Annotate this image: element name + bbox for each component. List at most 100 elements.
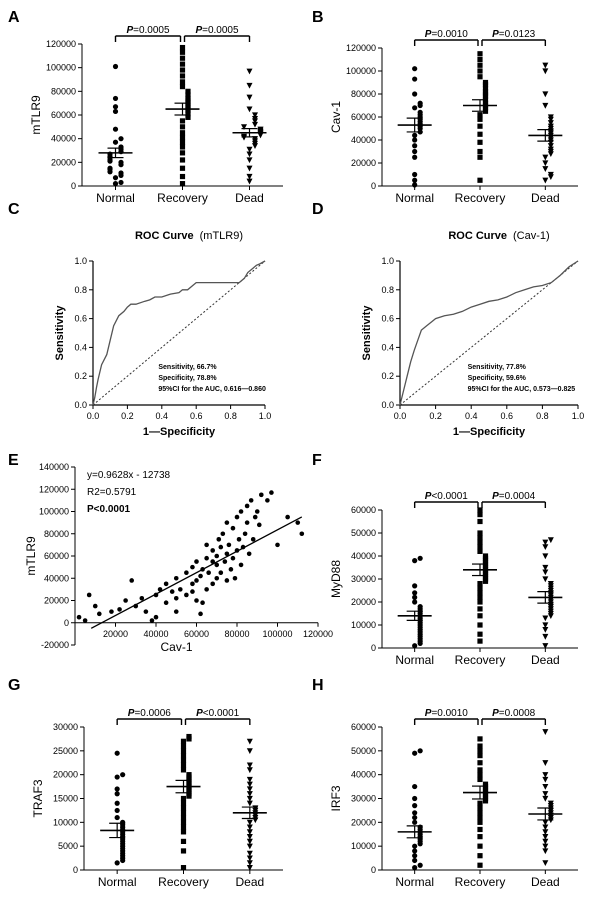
data-point <box>477 826 483 833</box>
data-point <box>178 587 183 592</box>
panel-label-a: A <box>8 9 20 26</box>
data-point <box>246 819 253 826</box>
data-point <box>542 68 549 75</box>
data-point <box>112 104 119 110</box>
data-point <box>542 824 549 831</box>
data-point <box>547 123 554 130</box>
data-point <box>179 44 186 51</box>
p-symbol: P <box>195 25 202 36</box>
data-point <box>112 175 119 181</box>
data-point <box>242 531 248 537</box>
data-point <box>112 139 119 145</box>
y-tick-label: 20000 <box>44 596 69 606</box>
data-point <box>477 51 483 57</box>
data-point <box>173 595 179 601</box>
data-point <box>477 139 483 145</box>
data-point <box>412 76 418 82</box>
data-point <box>82 618 88 623</box>
data-point <box>477 585 483 591</box>
data-point <box>477 507 483 513</box>
data-point <box>265 498 270 503</box>
panel-label-b: B <box>312 9 324 26</box>
data-point <box>412 750 418 756</box>
data-point <box>246 786 253 793</box>
data-point <box>180 762 187 768</box>
data-point <box>254 509 260 514</box>
y-tick-label: 0 <box>73 865 78 875</box>
data-point <box>204 555 209 561</box>
data-point <box>244 520 250 525</box>
data-point <box>477 834 483 840</box>
data-point <box>477 736 483 742</box>
data-point <box>120 819 126 825</box>
data-point <box>477 512 483 518</box>
data-point <box>118 179 124 186</box>
category-label: Recovery <box>455 875 506 889</box>
x-tick-label: 0.2 <box>121 411 134 421</box>
y-tick-label: 0.2 <box>381 371 394 381</box>
y-tick-label: 0.0 <box>381 400 394 410</box>
data-point <box>412 857 418 864</box>
data-point <box>477 862 483 868</box>
dotplot-g: 0 5000 10000 15000 20000 25000 30000 Normal Reco… <box>31 708 283 889</box>
data-point <box>194 559 199 564</box>
y-tick-label: 40000 <box>351 770 376 780</box>
data-point <box>547 581 554 587</box>
p-symbol: P <box>128 708 135 719</box>
x-axis-label: 1—Specificity <box>143 426 216 438</box>
data-point <box>180 753 187 759</box>
data-point <box>252 115 258 122</box>
panel-label-e: E <box>8 452 19 469</box>
data-point <box>542 795 549 802</box>
data-point <box>542 834 549 840</box>
y-tick-label: 0 <box>64 618 69 628</box>
x-tick-label: 0.0 <box>87 411 100 421</box>
y-tick-label: 30000 <box>351 574 376 584</box>
roc-c: ROC Curve (mTLR9) 0.0 0.2 0.4 0.6 0.8 1.0 0.0 0.2… <box>54 230 271 438</box>
data-point <box>477 753 483 759</box>
y-tick-label: 30000 <box>351 794 376 804</box>
data-point <box>477 62 483 68</box>
y-tick-label: 1.0 <box>74 256 87 266</box>
p-value-label: P=0.0006 <box>128 708 172 719</box>
data-point <box>246 767 253 774</box>
data-point <box>153 592 159 598</box>
data-point <box>295 520 301 525</box>
x-tick-label: 0.6 <box>190 411 203 421</box>
category-label: Recovery <box>157 191 208 205</box>
data-point <box>214 575 220 581</box>
data-point <box>179 173 186 180</box>
data-point <box>246 865 253 871</box>
data-point <box>250 537 256 542</box>
data-point <box>477 530 483 536</box>
data-point <box>114 791 120 797</box>
scatter-e: -20000 0 20000 40000 60000 80000 100000 120000 1… <box>24 462 333 654</box>
data-point <box>542 569 549 576</box>
category-label: Normal <box>395 653 434 667</box>
data-point <box>246 173 253 180</box>
y-tick-label: 60000 <box>44 551 69 561</box>
y-tick-label: 20000 <box>351 817 376 827</box>
data-point <box>547 171 554 178</box>
data-point <box>417 100 423 106</box>
dotplot-b: 0 20000 40000 60000 80000 100000 120000 Normal R… <box>329 29 578 205</box>
roc-title-main: ROC Curve <box>135 230 194 242</box>
data-point <box>477 800 483 806</box>
data-point <box>218 570 224 575</box>
data-point <box>477 767 483 773</box>
x-axis-label: 1—Specificity <box>453 426 526 438</box>
data-point <box>179 79 186 85</box>
y-tick-label: 140000 <box>39 462 69 472</box>
data-point <box>180 865 187 871</box>
panel-label-f: F <box>312 452 322 469</box>
data-point <box>477 622 483 628</box>
x-tick-label: 0.8 <box>224 411 237 421</box>
data-point <box>542 544 549 550</box>
p-symbol: P <box>425 491 432 502</box>
y-axis-label: Sensitivity <box>361 305 373 361</box>
data-point <box>246 551 252 557</box>
y-axis-label: mTLR9 <box>29 95 43 135</box>
data-point <box>252 112 258 119</box>
y-tick-label: 0.6 <box>381 314 394 324</box>
data-point <box>417 604 423 610</box>
